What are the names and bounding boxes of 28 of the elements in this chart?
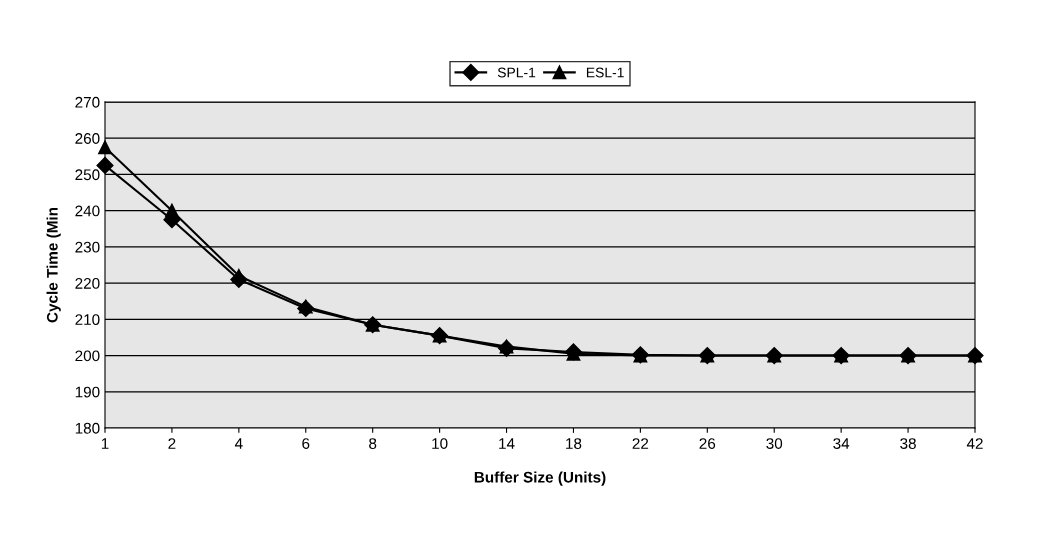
x-tick-label: 1: [101, 438, 109, 449]
x-tick-label: 2: [168, 438, 176, 449]
x-tick-label: 34: [833, 438, 850, 449]
x-tick-label: 14: [499, 438, 515, 449]
y-tick-label: 220: [75, 277, 100, 289]
y-tick-label: 180: [75, 422, 100, 434]
y-tick-label: 240: [75, 205, 100, 217]
x-tick-label: 8: [369, 438, 377, 449]
y-tick-label: 250: [75, 169, 100, 181]
y-tick-label: 210: [75, 314, 100, 326]
x-tick-label: 10: [432, 438, 448, 449]
x-axis-title: Buffer Size (Units): [474, 471, 606, 486]
y-tick-label: 200: [75, 350, 100, 362]
y-tick-label: 270: [75, 96, 100, 108]
legend-label: SPL-1: [497, 67, 536, 78]
x-tick-label: 42: [966, 438, 983, 449]
x-tick-label: 26: [699, 438, 716, 449]
legend-label: ESL-1: [586, 67, 624, 78]
x-tick-label: 30: [766, 438, 783, 449]
y-axis-title: Cycle Time (Min: [46, 207, 61, 323]
x-tick-label: 22: [632, 438, 649, 449]
x-tick-label: 6: [302, 438, 310, 449]
x-tick-label: 4: [234, 438, 243, 449]
y-tick-label: 190: [75, 386, 100, 398]
x-tick-label: 18: [566, 438, 582, 449]
y-tick-label: 260: [75, 133, 100, 144]
x-tick-label: 38: [900, 438, 916, 449]
y-tick-label: 230: [75, 241, 100, 253]
